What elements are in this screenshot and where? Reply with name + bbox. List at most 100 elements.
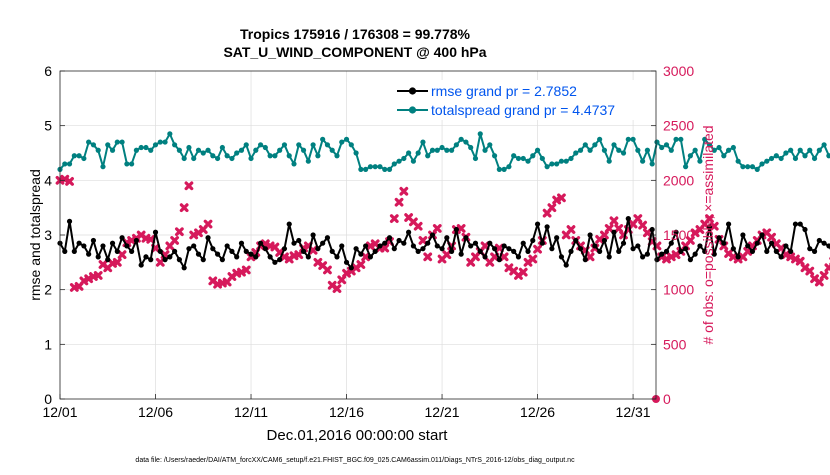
legend-spread-label: totalspread grand pr = 4.4737	[431, 102, 615, 118]
totalspread-point	[472, 155, 479, 162]
totalspread-point	[811, 155, 818, 162]
totalspread-point	[343, 136, 350, 142]
rmse-point	[563, 262, 569, 268]
totalspread-point	[238, 147, 245, 153]
rmse-point	[606, 254, 612, 260]
totalspread-point	[382, 166, 388, 172]
obs-assimilated-marker	[633, 214, 643, 223]
rmse-point	[463, 235, 469, 241]
grid-lines	[59, 71, 656, 399]
rmse-point	[343, 259, 350, 265]
rmse-point	[310, 232, 316, 238]
totalspread-point	[234, 150, 240, 156]
rmse-point	[759, 232, 765, 238]
obs-assimilated-marker	[418, 236, 428, 245]
y-right-tick-label: 0	[663, 391, 671, 407]
totalspread-point	[520, 155, 526, 162]
obs-assimilated-marker	[795, 256, 805, 266]
chart-title-line2: SAT_U_WIND_COMPONENT @ 400 hPa	[223, 44, 486, 60]
totalspread-point	[133, 147, 140, 153]
totalspread-point	[377, 164, 383, 170]
y-right-tick-label: 2500	[663, 118, 694, 134]
chart-title-line1: Tropics 175916 / 176308 = 99.778%	[240, 26, 471, 42]
rmse-point	[210, 246, 216, 252]
totalspread-point	[277, 147, 283, 153]
rmse-point	[248, 251, 254, 257]
totalspread-point	[601, 147, 608, 153]
rmse-point	[257, 240, 264, 246]
rmse-point	[487, 240, 493, 246]
rmse-point	[133, 237, 140, 244]
totalspread-point	[792, 155, 799, 162]
totalspread-point	[611, 142, 617, 148]
totalspread-point	[429, 147, 436, 153]
rmse-point	[138, 262, 144, 268]
totalspread-point	[630, 136, 636, 142]
obs-assimilated-marker	[241, 265, 251, 275]
rmse-point	[620, 240, 627, 246]
rmse-point	[496, 257, 502, 263]
rmse-point	[768, 240, 775, 246]
rmse-point	[129, 248, 135, 254]
totalspread-point	[391, 161, 397, 167]
totalspread-point	[778, 155, 784, 162]
footer-data-file: data file: /Users/raeder/DAI/ATM_forcXX/…	[135, 457, 575, 464]
rmse-point	[86, 251, 92, 257]
totalspread-point	[754, 166, 760, 172]
totalspread-point	[802, 153, 808, 159]
rmse-point	[472, 240, 479, 246]
rmse-point	[238, 240, 245, 246]
x-tick-label: 12/06	[138, 404, 173, 420]
totalspread-point	[363, 166, 369, 172]
totalspread-point	[167, 131, 173, 137]
rmse-point	[611, 229, 617, 235]
y-left-tick-label: 3	[44, 227, 52, 243]
obs-assimilated-marker	[146, 234, 156, 244]
obs-assimilated-marker	[413, 221, 423, 231]
rmse-point	[363, 243, 369, 249]
totalspread-point	[415, 150, 421, 156]
x-axis-label: Dec.01,2016 00:00:00 start	[267, 427, 449, 444]
obs-assimilated-marker	[332, 284, 342, 293]
rmse-point	[172, 248, 178, 254]
rmse-point	[816, 237, 822, 244]
rmse-point	[105, 257, 111, 263]
totalspread-point	[162, 139, 168, 145]
rmse-point	[410, 243, 416, 249]
totalspread-point	[143, 144, 149, 151]
rmse-point	[90, 237, 97, 244]
totalspread-point	[616, 147, 622, 153]
rmse-point	[597, 248, 603, 254]
rmse-point	[382, 240, 388, 246]
obs-assimilated-marker	[819, 271, 829, 280]
rmse-point	[788, 248, 794, 254]
rmse-point	[95, 254, 101, 260]
totalspread-point	[745, 164, 751, 170]
totalspread-point	[592, 142, 598, 148]
totalspread-point	[683, 164, 689, 170]
rmse-point	[654, 257, 660, 263]
rmse-point	[76, 240, 82, 246]
totalspread-point	[119, 139, 125, 145]
totalspread-point	[348, 142, 354, 148]
rmse-point	[71, 248, 77, 254]
obs-assimilated-marker	[155, 257, 165, 267]
rmse-point	[716, 235, 722, 241]
obs-assimilated-marker	[117, 250, 127, 260]
obs-assimilated-marker	[643, 228, 652, 238]
obs-assimilated-marker	[776, 243, 786, 253]
totalspread-point	[186, 144, 192, 151]
y-right-tick-label: 1500	[663, 227, 694, 243]
rmse-point	[668, 240, 674, 246]
rmse-point	[520, 240, 526, 246]
rmse-point	[616, 248, 622, 254]
totalspread-point	[210, 153, 216, 159]
totalspread-point	[549, 161, 555, 167]
obs-assimilated-marker	[557, 193, 566, 203]
rmse-point	[644, 251, 651, 257]
totalspread-point	[625, 136, 631, 142]
rmse-point	[711, 251, 717, 257]
data-layer	[55, 131, 830, 403]
totalspread-point	[816, 147, 822, 153]
obs-assimilated-marker	[179, 203, 189, 213]
